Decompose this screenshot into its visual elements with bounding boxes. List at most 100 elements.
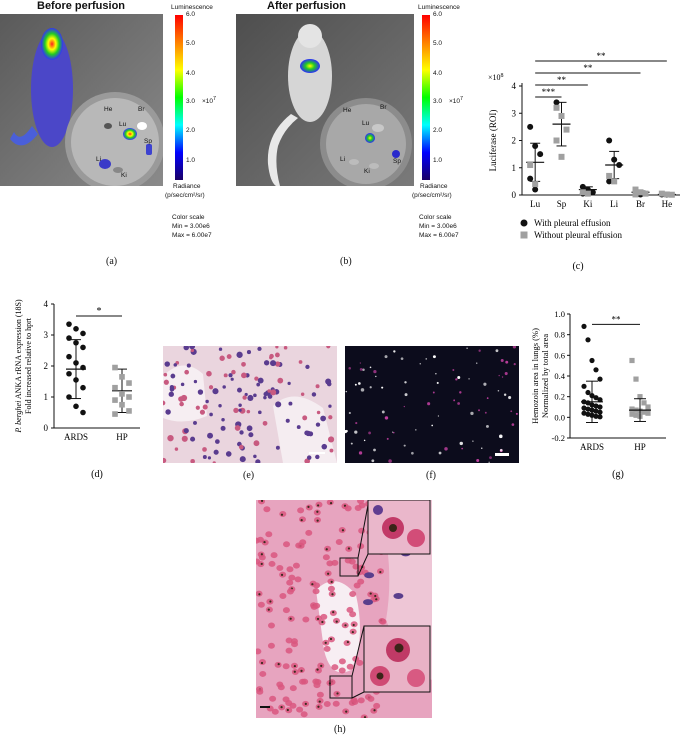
hemozoin-pigment: [260, 562, 263, 566]
cell-nucleus: [316, 410, 321, 415]
fluorescent-spot: [359, 362, 362, 364]
data-point: [645, 410, 651, 416]
hemozoin-pigment: [286, 708, 289, 712]
histology-image-h: [256, 500, 432, 718]
fluorescent-spot: [404, 393, 408, 397]
data-point: [112, 364, 118, 371]
cell-nucleus: [163, 400, 166, 406]
fluorescence-image-f: [345, 346, 518, 463]
red-blood-cell: [285, 637, 293, 644]
cell-nucleus: [167, 434, 174, 442]
cell-nucleus: [242, 395, 247, 400]
data-point: [585, 406, 591, 412]
cell-nucleus: [212, 461, 216, 463]
colorbar-gradient: [422, 15, 430, 180]
cell-nucleus: [197, 389, 204, 395]
fluorescent-spot: [419, 363, 421, 365]
fluorescent-spot: [388, 459, 392, 463]
fluorescent-spot: [362, 368, 365, 372]
y-axis-label: Hemozoin area in lungs (%): [530, 328, 540, 424]
data-point: [663, 191, 670, 198]
cell-nucleus: [183, 346, 190, 351]
red-blood-cell: [286, 588, 294, 595]
data-point: [658, 190, 665, 197]
y-tick-label: 0.6: [554, 350, 565, 360]
data-point: [73, 360, 79, 366]
fluorescent-spot: [350, 442, 353, 445]
cell-nucleus: [173, 363, 178, 367]
cell-nucleus: [233, 407, 239, 414]
fluorescent-spot: [485, 424, 489, 428]
cell-nucleus: [230, 377, 234, 381]
hemozoin-pigment: [335, 620, 338, 623]
cell-nucleus: [315, 454, 320, 460]
hemozoin-pigment: [316, 519, 319, 522]
fluorescent-spot: [468, 378, 470, 380]
data-point: [611, 178, 618, 185]
y-axis-label-italic: P. berghei: [14, 401, 23, 434]
colorbar-unit: (p/sec/cm²/sr): [412, 192, 452, 199]
cell-nucleus: [328, 415, 333, 420]
fluorescent-spot: [368, 431, 371, 435]
cell-nucleus: [256, 382, 261, 387]
red-blood-cell: [300, 711, 308, 718]
hemozoin-pigment: [307, 505, 310, 508]
data-point: [593, 395, 599, 401]
inset-connector: [357, 553, 369, 577]
x-tick-label: HP: [634, 442, 646, 452]
fluorescent-spot: [431, 424, 434, 427]
panel-c-label: (c): [572, 261, 583, 272]
red-blood-cell: [279, 592, 287, 599]
data-point: [597, 414, 603, 420]
data-point: [597, 397, 603, 403]
red-blood-cell: [290, 638, 298, 645]
data-point: [606, 172, 613, 179]
cell-nucleus: [270, 360, 277, 367]
data-point: [66, 353, 72, 360]
x-tick-label: ARDS: [580, 442, 604, 452]
hemozoin-pigment: [369, 592, 372, 595]
fluorescent-spot: [438, 451, 442, 455]
red-blood-cell: [286, 566, 294, 573]
data-point: [119, 391, 125, 397]
cell-nucleus: [234, 425, 241, 431]
red-blood-cell: [270, 552, 278, 559]
colorbar-tick: 2.0: [433, 127, 443, 134]
hemozoin-pigment: [345, 710, 348, 713]
cell-nucleus: [275, 445, 280, 450]
red-blood-cell: [350, 697, 358, 704]
fluorescent-spot: [484, 411, 487, 414]
fluorescent-spot: [381, 410, 385, 414]
inset-box: [329, 675, 353, 699]
fluorescent-spot: [476, 362, 478, 364]
data-point: [112, 397, 118, 403]
cell-nucleus: [213, 449, 219, 455]
red-blood-cell: [379, 618, 387, 625]
red-blood-cell: [320, 613, 328, 620]
data-point: [629, 411, 635, 417]
hemozoin-pigment: [343, 504, 347, 507]
cell-nucleus: [184, 369, 189, 375]
cell-nucleus: [202, 455, 207, 459]
fluorescent-spot: [457, 376, 461, 380]
data-point: [73, 403, 79, 410]
cell-nucleus: [253, 393, 257, 398]
fluorescent-spot: [503, 393, 507, 396]
inset-box: [339, 557, 359, 577]
fluorescent-spot: [478, 409, 481, 412]
red-blood-cell: [267, 642, 275, 649]
fluorescent-spot: [459, 391, 462, 394]
hemozoin-pigment: [317, 705, 320, 708]
hemozoin-pigment: [324, 641, 327, 644]
data-point: [585, 337, 591, 343]
fluorescent-spot: [437, 415, 440, 417]
red-blood-cell: [296, 706, 304, 713]
fluorescent-spot: [466, 347, 468, 349]
red-blood-cell: [267, 622, 275, 629]
color-scale-title: Color scale: [172, 214, 205, 221]
colorbar-unit: Radiance: [420, 183, 448, 190]
colorbar-tick: 6.0: [186, 11, 196, 18]
data-point: [537, 151, 544, 158]
hemozoin-pigment: [347, 547, 351, 550]
organ-label-sp: Sp: [393, 158, 401, 165]
